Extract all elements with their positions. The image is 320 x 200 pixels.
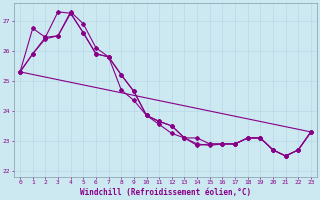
- X-axis label: Windchill (Refroidissement éolien,°C): Windchill (Refroidissement éolien,°C): [80, 188, 251, 197]
